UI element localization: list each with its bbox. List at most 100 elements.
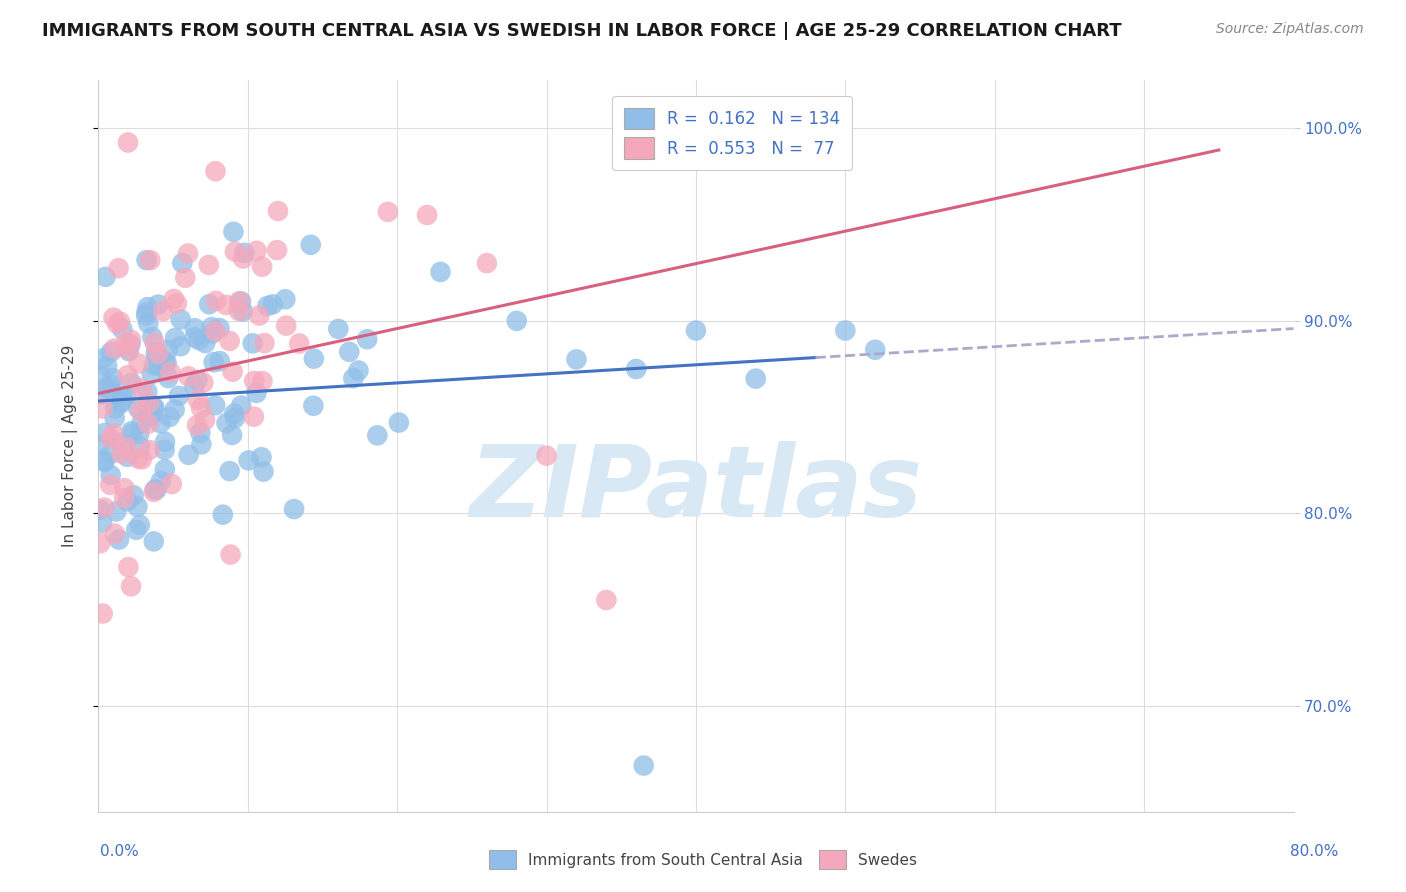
- Point: [208, 354, 231, 368]
- Point: [238, 453, 260, 467]
- Point: [108, 533, 131, 547]
- Point: [128, 357, 150, 371]
- Point: [228, 294, 250, 309]
- Point: [506, 314, 529, 328]
- Point: [143, 401, 166, 415]
- Point: [145, 483, 167, 497]
- Point: [103, 342, 125, 356]
- Point: [104, 401, 127, 416]
- Point: [170, 312, 193, 326]
- Point: [174, 270, 197, 285]
- Point: [475, 256, 498, 270]
- Point: [250, 450, 273, 465]
- Point: [186, 418, 208, 433]
- Point: [142, 534, 165, 549]
- Point: [232, 304, 254, 318]
- Point: [250, 260, 273, 274]
- Point: [127, 451, 149, 466]
- Point: [232, 252, 254, 266]
- Point: [107, 261, 129, 276]
- Point: [159, 365, 181, 379]
- Point: [93, 455, 115, 469]
- Point: [131, 381, 153, 395]
- Point: [89, 437, 111, 451]
- Point: [100, 345, 122, 359]
- Point: [129, 404, 152, 418]
- Point: [149, 416, 172, 430]
- Point: [110, 446, 132, 460]
- Point: [163, 402, 186, 417]
- Point: [184, 321, 207, 335]
- Point: [633, 758, 655, 772]
- Point: [103, 310, 125, 325]
- Point: [218, 464, 240, 478]
- Point: [110, 395, 132, 409]
- Point: [138, 442, 160, 457]
- Point: [117, 450, 139, 464]
- Point: [224, 244, 246, 259]
- Point: [89, 536, 111, 550]
- Point: [167, 389, 190, 403]
- Point: [201, 326, 224, 341]
- Point: [136, 417, 159, 431]
- Point: [128, 517, 150, 532]
- Point: [231, 399, 253, 413]
- Point: [201, 320, 224, 334]
- Point: [100, 377, 122, 392]
- Point: [117, 368, 139, 383]
- Point: [136, 316, 159, 330]
- Point: [262, 297, 284, 311]
- Point: [153, 442, 176, 457]
- Point: [98, 478, 121, 492]
- Point: [169, 339, 191, 353]
- Point: [190, 437, 212, 451]
- Text: 80.0%: 80.0%: [1291, 845, 1339, 859]
- Point: [256, 299, 278, 313]
- Point: [266, 243, 288, 257]
- Point: [153, 355, 176, 369]
- Point: [160, 477, 183, 491]
- Point: [138, 396, 160, 410]
- Point: [143, 359, 166, 373]
- Point: [276, 318, 298, 333]
- Point: [91, 453, 114, 467]
- Point: [104, 526, 127, 541]
- Point: [243, 409, 266, 424]
- Point: [121, 424, 143, 438]
- Text: ZIPatlas: ZIPatlas: [470, 442, 922, 539]
- Point: [111, 390, 134, 404]
- Point: [188, 425, 211, 440]
- Point: [101, 371, 124, 385]
- Point: [247, 309, 270, 323]
- Point: [141, 330, 163, 344]
- Point: [145, 350, 167, 364]
- Point: [120, 333, 142, 347]
- Point: [108, 315, 131, 329]
- Point: [187, 392, 209, 407]
- Point: [166, 296, 188, 310]
- Point: [127, 500, 149, 514]
- Point: [155, 356, 177, 370]
- Point: [100, 384, 122, 399]
- Point: [125, 523, 148, 537]
- Point: [90, 368, 112, 383]
- Point: [347, 363, 370, 377]
- Point: [198, 258, 221, 272]
- Point: [146, 297, 169, 311]
- Point: [183, 379, 205, 393]
- Point: [91, 516, 114, 530]
- Point: [127, 401, 149, 416]
- Point: [93, 500, 115, 515]
- Point: [157, 371, 180, 385]
- Point: [142, 484, 165, 499]
- Point: [139, 253, 162, 268]
- Point: [565, 352, 588, 367]
- Point: [337, 344, 360, 359]
- Point: [245, 386, 267, 401]
- Point: [103, 426, 125, 441]
- Point: [172, 256, 194, 270]
- Point: [233, 245, 256, 260]
- Text: 0.0%: 0.0%: [100, 845, 139, 859]
- Point: [100, 446, 122, 460]
- Point: [138, 409, 160, 424]
